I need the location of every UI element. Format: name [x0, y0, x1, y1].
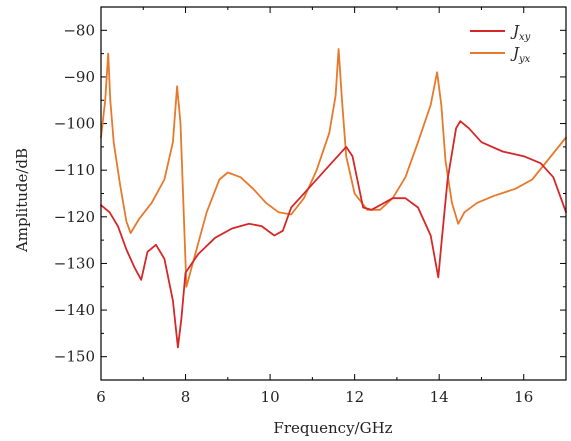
legend-label-jyx-sub: yx	[518, 54, 531, 65]
x-tick-label: 12	[345, 388, 364, 406]
plot-frame	[100, 6, 567, 381]
ticks-layer: 6 8 10 12 14 16 −150 −140 −130 −120 −110 −100 −90 −80	[54, 6, 567, 406]
y-axis-label: Amplitude/dB	[13, 148, 31, 253]
series-line-jyx	[100, 48, 567, 288]
series-layer	[100, 48, 567, 349]
y-tick-label: −100	[54, 115, 95, 133]
legend: Jxy Jyx	[470, 22, 531, 65]
y-tick-label: −90	[63, 68, 95, 86]
series-line-jxy	[100, 120, 567, 349]
legend-label-jxy-main: J	[510, 22, 520, 40]
legend-label-jyx: Jyx	[510, 44, 531, 65]
x-tick-label: 16	[514, 388, 533, 406]
x-tick-label: 10	[261, 388, 280, 406]
x-tick-label: 14	[430, 388, 449, 406]
x-tick-label: 8	[181, 388, 191, 406]
y-tick-label: −130	[54, 254, 95, 272]
y-tick-label: −140	[54, 301, 95, 319]
x-tick-label: 6	[96, 388, 106, 406]
x-axis-label: Frequency/GHz	[273, 419, 392, 437]
y-tick-label: −110	[54, 161, 95, 179]
y-tick-label: −150	[54, 348, 95, 366]
legend-label-jxy-sub: xy	[519, 32, 531, 43]
y-tick-label: −120	[54, 208, 95, 226]
legend-label-jyx-main: J	[510, 44, 520, 62]
legend-label-jxy: Jxy	[510, 22, 531, 43]
y-tick-label: −80	[63, 21, 95, 39]
